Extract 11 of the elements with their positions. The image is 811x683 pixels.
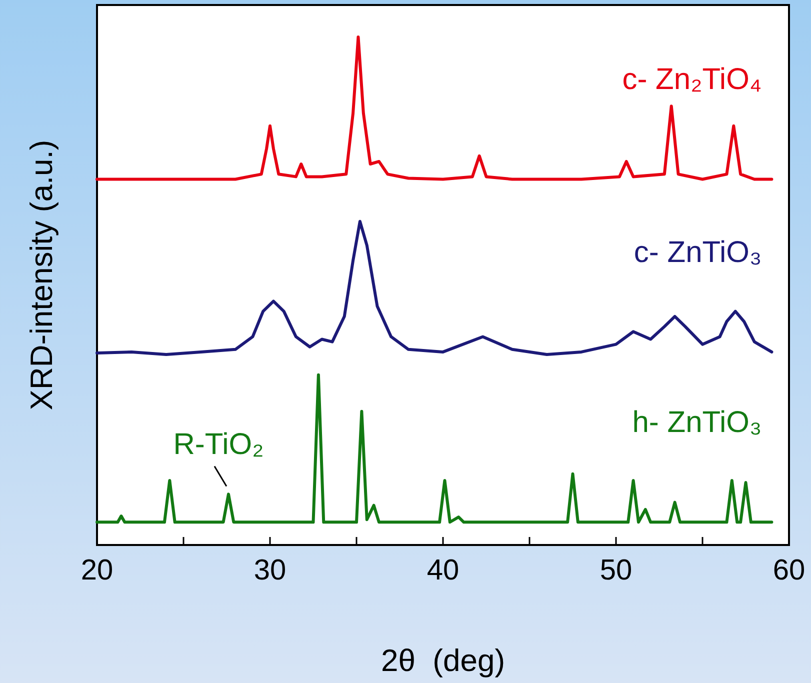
annotation: R-TiO₂ xyxy=(173,428,264,462)
series-label: h- ZnTiO₃ xyxy=(632,406,762,440)
x-tick-label: 40 xyxy=(426,554,460,587)
series-label: c- ZnTiO₃ xyxy=(634,236,762,269)
x-tick-label: 20 xyxy=(80,554,114,587)
x-tick-label: 60 xyxy=(772,554,806,587)
x-tick-label: 30 xyxy=(254,554,286,587)
series-label: c- Zn₂TiO₄ xyxy=(622,63,762,96)
y-axis-title: XRD-intensity (a.u.) xyxy=(24,140,59,410)
x-tick-label: 50 xyxy=(600,554,632,587)
x-axis-title: 2θ (deg) xyxy=(380,643,506,678)
